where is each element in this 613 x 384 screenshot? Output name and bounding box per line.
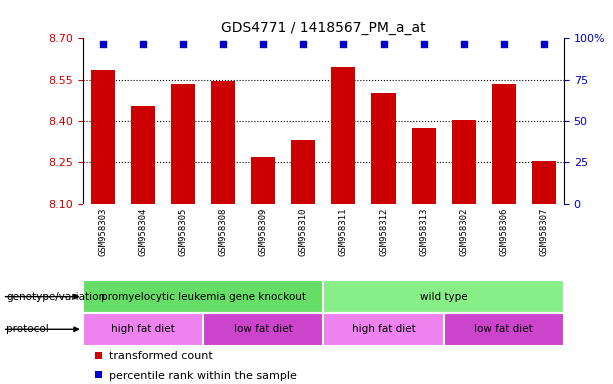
Text: transformed count: transformed count: [109, 351, 212, 361]
Text: GSM958307: GSM958307: [539, 207, 549, 256]
Text: GSM958311: GSM958311: [339, 207, 348, 256]
Bar: [171, 84, 195, 204]
Bar: [492, 84, 516, 204]
Bar: [371, 93, 395, 204]
Text: percentile rank within the sample: percentile rank within the sample: [109, 371, 296, 381]
Point: [98, 41, 108, 47]
Point: [338, 41, 348, 47]
Bar: [83, 313, 203, 346]
Text: GSM958305: GSM958305: [178, 207, 188, 256]
Point: [178, 41, 188, 47]
Point: [419, 41, 428, 47]
Bar: [411, 128, 436, 204]
Text: promyelocytic leukemia gene knockout: promyelocytic leukemia gene knockout: [101, 291, 305, 302]
Text: protocol: protocol: [6, 324, 49, 334]
Text: GSM958303: GSM958303: [98, 207, 107, 256]
Point: [539, 41, 549, 47]
Bar: [131, 106, 155, 204]
Bar: [324, 313, 444, 346]
Point: [379, 41, 389, 47]
Text: genotype/variation: genotype/variation: [6, 291, 105, 302]
Point: [499, 41, 509, 47]
Text: high fat diet: high fat diet: [352, 324, 416, 334]
Bar: [211, 81, 235, 204]
Title: GDS4771 / 1418567_PM_a_at: GDS4771 / 1418567_PM_a_at: [221, 21, 425, 35]
Point: [138, 41, 148, 47]
Point: [459, 41, 468, 47]
Bar: [324, 280, 564, 313]
Text: GSM958302: GSM958302: [459, 207, 468, 256]
Text: GSM958312: GSM958312: [379, 207, 388, 256]
Bar: [444, 313, 564, 346]
Bar: [291, 140, 315, 204]
Bar: [83, 280, 324, 313]
Text: low fat diet: low fat diet: [234, 324, 292, 334]
Text: GSM958304: GSM958304: [139, 207, 147, 256]
Text: GSM958306: GSM958306: [500, 207, 508, 256]
Text: GSM958310: GSM958310: [299, 207, 308, 256]
Text: low fat diet: low fat diet: [474, 324, 533, 334]
Bar: [91, 70, 115, 204]
Bar: [251, 157, 275, 204]
Bar: [203, 313, 324, 346]
Bar: [532, 161, 556, 204]
Text: GSM958308: GSM958308: [219, 207, 227, 256]
Text: high fat diet: high fat diet: [111, 324, 175, 334]
Bar: [452, 119, 476, 204]
Point: [218, 41, 228, 47]
Bar: [332, 67, 356, 204]
Point: [299, 41, 308, 47]
Text: GSM958313: GSM958313: [419, 207, 428, 256]
Text: wild type: wild type: [420, 291, 468, 302]
Point: [258, 41, 268, 47]
Text: GSM958309: GSM958309: [259, 207, 268, 256]
